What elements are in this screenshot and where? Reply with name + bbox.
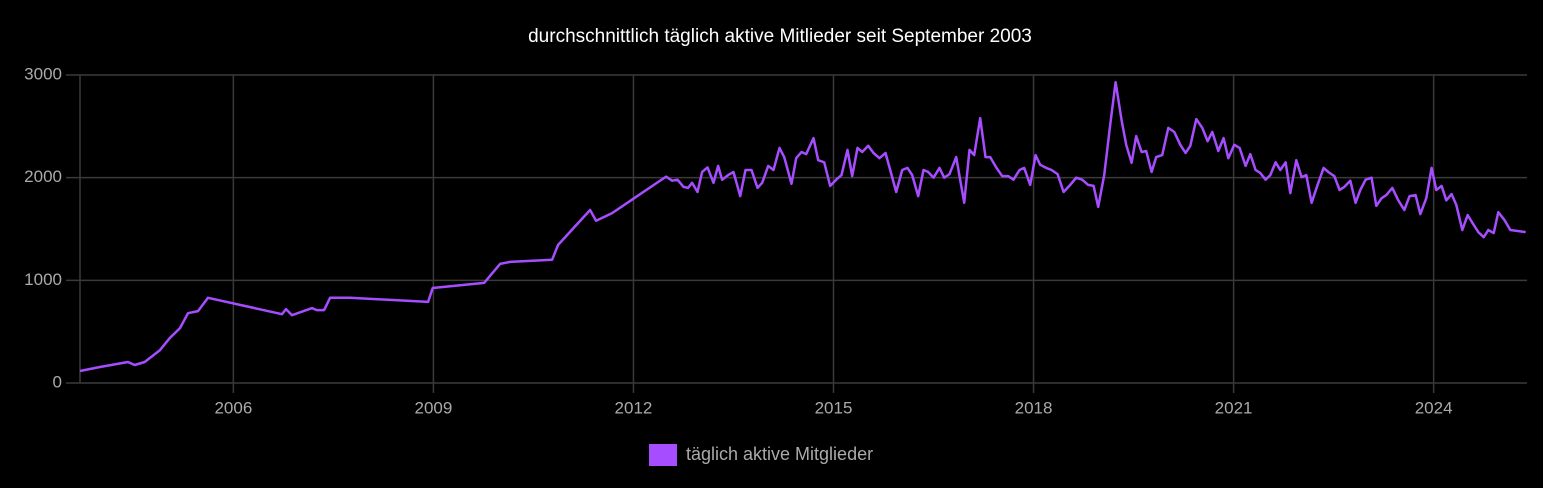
y-tick-label: 3000 xyxy=(24,64,62,83)
chart-title: durchschnittlich täglich aktive Mitliede… xyxy=(528,26,1032,47)
y-tick-label: 0 xyxy=(53,372,62,391)
legend-swatch xyxy=(649,444,677,466)
x-tick-label: 2012 xyxy=(615,398,653,417)
x-tick-label: 2024 xyxy=(1415,398,1453,417)
x-tick-label: 2021 xyxy=(1215,398,1253,417)
y-tick-label: 1000 xyxy=(24,270,62,289)
x-tick-label: 2018 xyxy=(1015,398,1053,417)
data-line xyxy=(79,80,1526,373)
legend-label: täglich aktive Mitglieder xyxy=(686,444,873,464)
y-tick-label: 2000 xyxy=(24,167,62,186)
x-tick-label: 2015 xyxy=(815,398,853,417)
x-tick-label: 2009 xyxy=(415,398,453,417)
x-tick-label: 2006 xyxy=(214,398,252,417)
